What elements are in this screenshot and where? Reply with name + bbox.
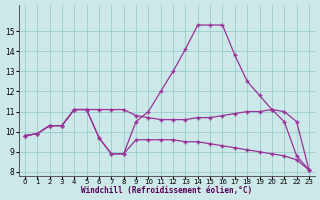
X-axis label: Windchill (Refroidissement éolien,°C): Windchill (Refroidissement éolien,°C) [81, 186, 252, 195]
